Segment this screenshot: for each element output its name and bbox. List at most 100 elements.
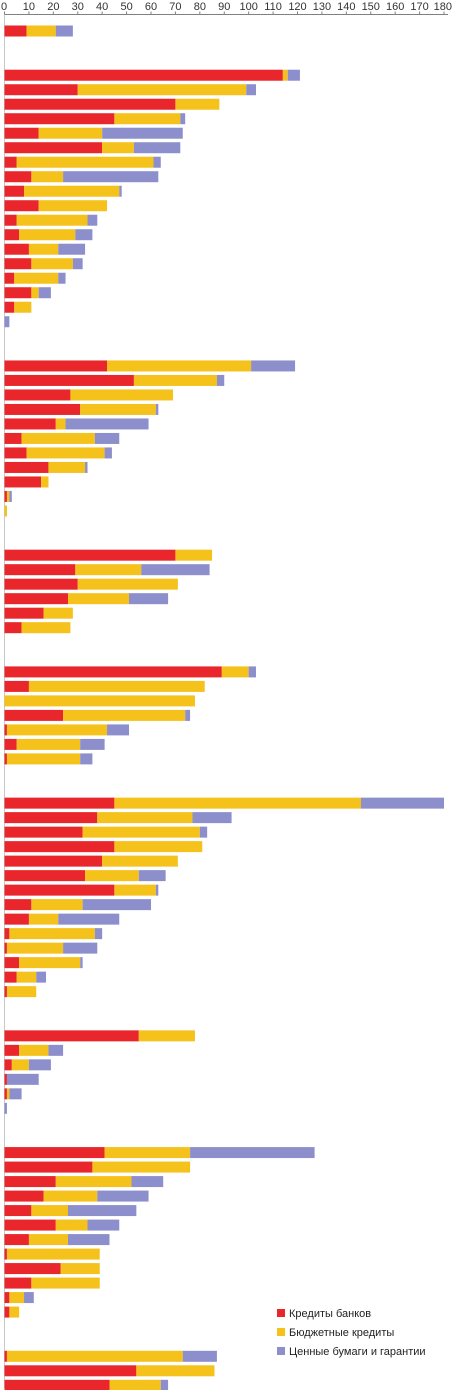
x-tick-label: 170 xyxy=(410,1,428,13)
bar-segment-securities xyxy=(80,738,105,750)
bar-segment-banks xyxy=(4,884,115,896)
bar-segment-securities xyxy=(36,971,47,983)
bar-segment-budget xyxy=(28,1234,68,1246)
bar-segment-budget xyxy=(136,1365,215,1377)
bar-segment-budget xyxy=(92,1161,191,1173)
bar-segment-budget xyxy=(67,593,130,605)
bar-segment-banks xyxy=(4,738,17,750)
bar-segment-banks xyxy=(4,1205,32,1217)
bar-segment-securities xyxy=(192,812,232,824)
bar-segment-securities xyxy=(119,185,122,197)
bar-segment-securities xyxy=(153,156,161,168)
x-tick-label: 60 xyxy=(145,1,157,13)
bar-segment-securities xyxy=(155,403,159,415)
bar-segment-securities xyxy=(138,870,166,882)
bar-segment-banks xyxy=(4,287,32,299)
bar-segment-budget xyxy=(175,549,213,561)
bar-segment-banks xyxy=(4,171,32,183)
bar-segment-securities xyxy=(251,360,296,372)
bar-segment-banks xyxy=(4,1044,20,1056)
x-tick-label: 90 xyxy=(218,1,230,13)
bar-segment-securities xyxy=(58,272,66,284)
bar-segment-budget xyxy=(133,374,217,386)
bar-segment-budget xyxy=(41,476,49,488)
bar-segment-banks xyxy=(4,1190,44,1202)
bar-segment-securities xyxy=(246,84,256,96)
bar-segment-securities xyxy=(4,316,10,328)
bar-segment-budget xyxy=(28,243,59,255)
bar-segment-securities xyxy=(97,1190,149,1202)
bar-segment-budget xyxy=(21,622,71,634)
bar-segment-budget xyxy=(282,69,288,81)
bar-segment-banks xyxy=(4,593,68,605)
bar-segment-budget xyxy=(114,841,203,853)
bar-segment-budget xyxy=(75,564,142,576)
bar-segment-banks xyxy=(4,1350,7,1362)
bar-segment-banks xyxy=(4,870,86,882)
bar-segment-budget xyxy=(175,98,220,110)
bar-segment-banks xyxy=(4,490,7,502)
bar-segment-budget xyxy=(85,870,139,882)
bar-segment-securities xyxy=(102,127,183,139)
bar-segment-budget xyxy=(31,1205,68,1217)
bar-segment-securities xyxy=(63,942,98,954)
bar-segment-banks xyxy=(4,185,25,197)
bar-segment-budget xyxy=(114,884,156,896)
bar-segment-banks xyxy=(4,1306,10,1318)
bar-segment-budget xyxy=(6,490,10,502)
bar-segment-budget xyxy=(24,185,120,197)
x-tick-label: 100 xyxy=(239,1,257,13)
bar-segment-securities xyxy=(160,1379,169,1391)
bar-segment-budget xyxy=(38,200,108,212)
bar-segment-securities xyxy=(360,797,444,809)
bar-segment-securities xyxy=(85,461,88,473)
bar-segment-budget xyxy=(6,724,108,736)
bar-segment-banks xyxy=(4,549,176,561)
bar-segment-banks xyxy=(4,243,29,255)
bar-segment-securities xyxy=(63,171,159,183)
bar-segment-banks xyxy=(4,200,39,212)
bar-segment-budget xyxy=(102,855,178,867)
bar-segment-banks xyxy=(4,1292,10,1304)
bar-segment-securities xyxy=(24,1292,34,1304)
bar-segment-budget xyxy=(9,1292,25,1304)
bar-segment-budget xyxy=(6,942,64,954)
bar-segment-securities xyxy=(216,374,225,386)
bar-segment-securities xyxy=(58,243,86,255)
bar-segment-securities xyxy=(141,564,210,576)
bar-segment-banks xyxy=(4,986,7,998)
bar-segment-banks xyxy=(4,797,115,809)
bar-segment-securities xyxy=(38,287,51,299)
bar-segment-securities xyxy=(80,957,83,969)
bar-segment-budget xyxy=(31,1277,100,1289)
bar-segment-budget xyxy=(16,214,88,226)
bar-segment-banks xyxy=(4,607,44,619)
bar-segment-banks xyxy=(4,214,17,226)
legend-label: Ценные бумаги и гарантии xyxy=(289,1346,426,1358)
bar-segment-banks xyxy=(4,841,115,853)
bar-segment-budget xyxy=(48,461,86,473)
legend-label: Кредиты банков xyxy=(289,1308,371,1320)
bar-segment-budget xyxy=(19,229,76,241)
bar-segment-banks xyxy=(4,1030,139,1042)
bar-segment-securities xyxy=(80,753,93,765)
x-tick-label: 160 xyxy=(386,1,404,13)
bar-segment-banks xyxy=(4,272,15,284)
bar-segment-banks xyxy=(4,432,22,444)
bar-segment-banks xyxy=(4,709,64,721)
bar-segment-banks xyxy=(4,389,71,401)
bar-segment-banks xyxy=(4,855,103,867)
bar-segment-banks xyxy=(4,1234,29,1246)
bar-segment-budget xyxy=(16,738,81,750)
bar-segment-banks xyxy=(4,1073,7,1085)
bar-segment-budget xyxy=(6,753,81,765)
bar-segment-banks xyxy=(4,957,20,969)
bar-segment-budget xyxy=(28,913,59,925)
bar-segment-budget xyxy=(107,360,252,372)
x-tick-label: 150 xyxy=(362,1,380,13)
bar-segment-budget xyxy=(6,1350,183,1362)
bar-segment-budget xyxy=(4,505,7,517)
bar-segment-budget xyxy=(6,1248,100,1260)
bar-segment-securities xyxy=(155,884,159,896)
